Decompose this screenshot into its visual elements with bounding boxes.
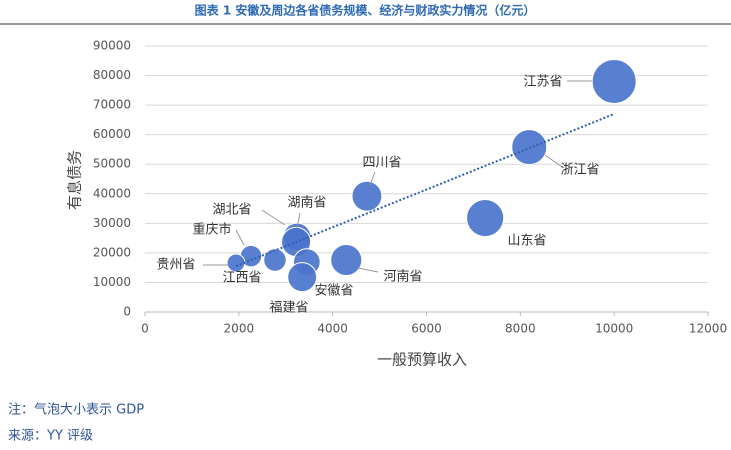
chart-title: 图表 1 安徽及周边各省债务规模、经济与财政实力情况（亿元） — [195, 3, 536, 18]
y-tick-label: 50000 — [93, 157, 131, 171]
y-tick-label: 40000 — [93, 186, 131, 200]
bubble — [511, 129, 548, 166]
y-tick-label: 60000 — [93, 127, 131, 141]
bubble-label: 江西省 — [222, 271, 261, 286]
x-tick-label: 0 — [141, 322, 149, 336]
bubble-label: 湖北省 — [212, 203, 251, 218]
bubble — [330, 243, 363, 277]
bubble-label: 浙江省 — [560, 163, 599, 178]
note: 注：气泡大小表示 GDP — [8, 402, 144, 418]
bubble — [263, 248, 287, 272]
bubble — [591, 58, 637, 104]
y-tick-label: 90000 — [93, 39, 131, 53]
x-tick-label: 8000 — [505, 322, 536, 336]
x-axis-title: 一般预算收入 — [377, 351, 467, 369]
y-tick-label: 20000 — [93, 245, 131, 259]
bubble — [351, 180, 383, 212]
leader-line — [544, 154, 563, 168]
bubble-label: 山东省 — [507, 234, 546, 249]
bubble — [287, 262, 318, 293]
trendline — [235, 113, 615, 268]
x-tick-label: 4000 — [317, 322, 348, 336]
bubble-label: 四川省 — [362, 156, 401, 171]
bubble-label: 湖南省 — [287, 195, 326, 211]
leader-line — [357, 267, 379, 273]
x-tick-label: 2000 — [224, 322, 255, 336]
bubble-label: 河南省 — [383, 269, 422, 285]
y-tick-label: 30000 — [93, 216, 131, 230]
leader-line — [235, 229, 245, 246]
leader-line — [296, 212, 301, 229]
bubble — [226, 253, 246, 273]
leader-line — [261, 209, 286, 226]
bubble-label: 安徽省 — [314, 284, 353, 299]
y-tick-label: 10000 — [93, 275, 131, 289]
bubble — [466, 198, 505, 238]
y-tick-label: 0 — [123, 305, 131, 319]
x-tick-label: 10000 — [595, 322, 633, 336]
source: 来源：YY 评级 — [8, 429, 93, 444]
leader-line — [369, 171, 376, 186]
x-tick-label: 12000 — [689, 322, 727, 336]
bubble-label: 贵州省 — [156, 258, 195, 273]
y-tick-label: 80000 — [93, 68, 131, 82]
y-tick-label: 70000 — [93, 98, 131, 112]
x-tick-label: 6000 — [411, 322, 442, 336]
y-axis-title: 有息债务 — [66, 150, 84, 210]
bubble-label: 重庆市 — [192, 222, 231, 238]
bubble-label: 福建省 — [269, 301, 308, 316]
bubble-label: 江苏省 — [523, 74, 562, 90]
